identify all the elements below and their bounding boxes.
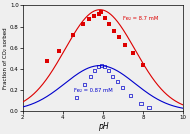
Point	[107, 70, 110, 72]
Point	[141, 64, 144, 66]
Point	[92, 15, 95, 17]
Text: Fe₂ = 8.7 mM: Fe₂ = 8.7 mM	[123, 16, 158, 21]
Point	[81, 23, 84, 26]
Point	[121, 87, 124, 89]
Point	[129, 94, 132, 96]
Point	[71, 34, 74, 36]
Point	[99, 11, 102, 13]
Point	[97, 13, 101, 15]
Point	[117, 36, 120, 38]
Point	[97, 66, 101, 68]
Text: Fe₂ = 0.87 mM: Fe₂ = 0.87 mM	[74, 88, 113, 93]
Point	[100, 65, 103, 67]
Point	[103, 66, 106, 68]
Point	[45, 60, 48, 62]
Point	[87, 18, 90, 20]
Point	[112, 30, 116, 32]
X-axis label: pH: pH	[98, 122, 108, 131]
Point	[89, 75, 92, 77]
Point	[75, 96, 78, 98]
Y-axis label: Fraction of CO₂ sorbed: Fraction of CO₂ sorbed	[3, 27, 9, 89]
Point	[131, 52, 135, 54]
Point	[139, 103, 142, 105]
Point	[93, 70, 96, 72]
Point	[57, 50, 60, 52]
Point	[116, 80, 120, 83]
Point	[83, 83, 86, 86]
Point	[147, 107, 150, 109]
Point	[107, 23, 110, 26]
Point	[111, 75, 114, 77]
Point	[124, 43, 127, 46]
Point	[103, 17, 106, 19]
